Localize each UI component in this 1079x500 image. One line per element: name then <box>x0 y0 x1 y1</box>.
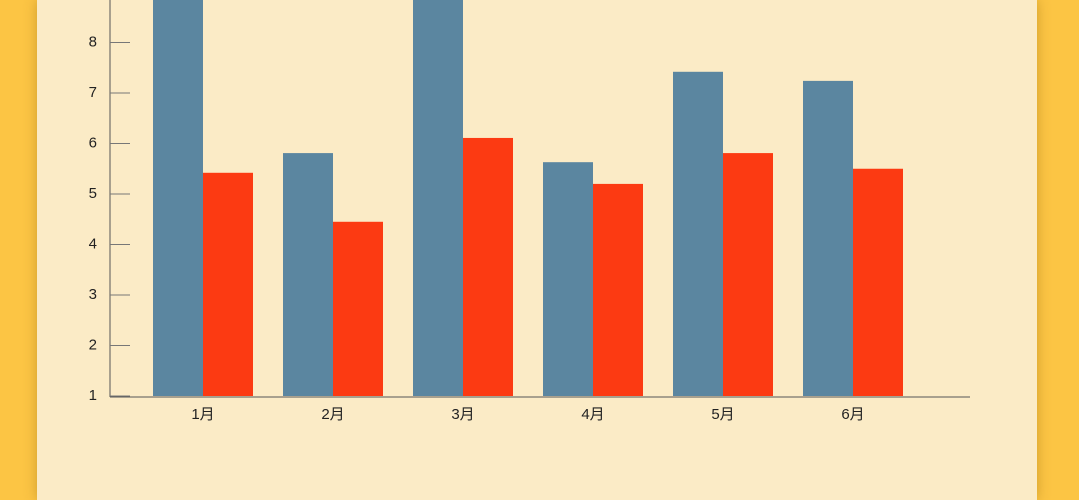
y-tick-label: 1 <box>89 387 97 404</box>
bar <box>673 71 723 396</box>
y-tick-label: 5 <box>89 185 97 202</box>
bar <box>153 0 203 397</box>
bar <box>803 80 853 396</box>
y-tick-label: 2 <box>89 336 97 353</box>
x-tick-label: 2月 <box>321 406 344 423</box>
y-tick-label: 3 <box>89 286 97 303</box>
x-tick-label: 6月 <box>841 406 864 423</box>
y-tick-label: 4 <box>89 235 97 252</box>
bar <box>723 153 773 396</box>
x-tick-label: 3月 <box>451 406 474 423</box>
bar <box>413 0 463 397</box>
bar <box>283 153 333 396</box>
x-tick-label: 4月 <box>581 406 604 423</box>
bar <box>463 137 513 396</box>
bar <box>853 168 903 396</box>
x-tick-label: 1月 <box>191 406 214 423</box>
bar <box>333 221 383 396</box>
bar <box>593 183 643 396</box>
y-tick-label: 6 <box>89 134 97 151</box>
x-tick-label: 5月 <box>711 406 734 423</box>
bar <box>203 172 253 396</box>
y-tick-label: 7 <box>89 84 97 101</box>
bar <box>543 162 593 396</box>
y-tick-label: 8 <box>89 33 97 50</box>
